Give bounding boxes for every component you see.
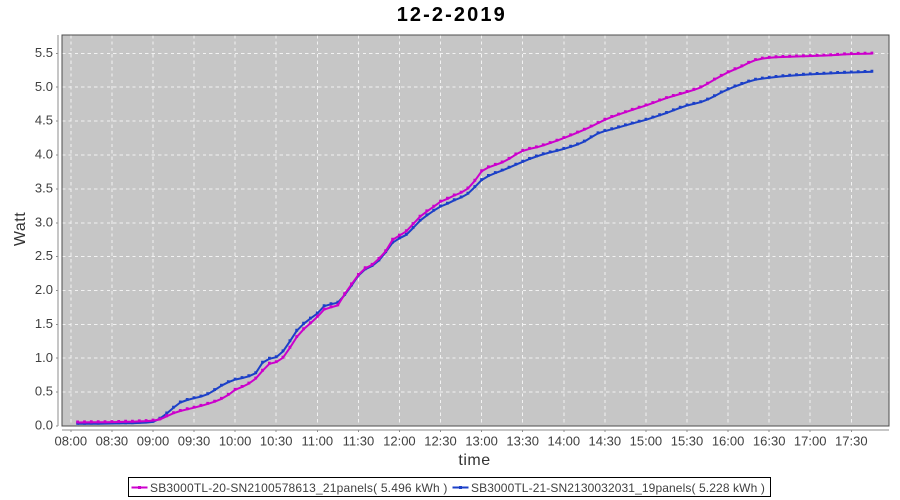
svg-text:5.5: 5.5 (35, 45, 53, 60)
svg-text:08:00: 08:00 (55, 433, 88, 448)
svg-text:10:00: 10:00 (219, 433, 252, 448)
svg-text:14:00: 14:00 (548, 433, 581, 448)
svg-text:12:00: 12:00 (383, 433, 416, 448)
svg-text:09:30: 09:30 (178, 433, 211, 448)
svg-text:14:30: 14:30 (589, 433, 622, 448)
svg-text:16:30: 16:30 (753, 433, 786, 448)
svg-text:5.0: 5.0 (35, 79, 53, 94)
svg-text:3.5: 3.5 (35, 181, 53, 196)
svg-text:16:00: 16:00 (712, 433, 745, 448)
svg-text:15:30: 15:30 (671, 433, 704, 448)
svg-text:13:30: 13:30 (506, 433, 539, 448)
svg-text:0.0: 0.0 (35, 418, 53, 433)
svg-text:17:00: 17:00 (794, 433, 827, 448)
svg-text:0.5: 0.5 (35, 384, 53, 399)
svg-text:12:30: 12:30 (424, 433, 457, 448)
svg-text:12-2-2019: 12-2-2019 (397, 4, 505, 26)
svg-text:11:30: 11:30 (343, 433, 375, 448)
svg-text:10:30: 10:30 (260, 433, 293, 448)
svg-text:time: time (458, 452, 490, 469)
svg-text:09:00: 09:00 (137, 433, 170, 448)
svg-text:4.0: 4.0 (35, 147, 53, 162)
svg-text:15:00: 15:00 (630, 433, 663, 448)
svg-text:13:00: 13:00 (465, 433, 498, 448)
svg-text:Watt: Watt (12, 212, 29, 246)
svg-text:4.5: 4.5 (35, 113, 53, 128)
svg-text:1.0: 1.0 (35, 350, 53, 365)
svg-text:17:30: 17:30 (835, 433, 868, 448)
svg-text:2.0: 2.0 (35, 282, 53, 297)
svg-text:3.0: 3.0 (35, 214, 53, 229)
svg-text:08:30: 08:30 (96, 433, 129, 448)
svg-text:1.5: 1.5 (35, 316, 53, 331)
svg-text:2.5: 2.5 (35, 248, 53, 263)
svg-text:11:00: 11:00 (302, 433, 334, 448)
